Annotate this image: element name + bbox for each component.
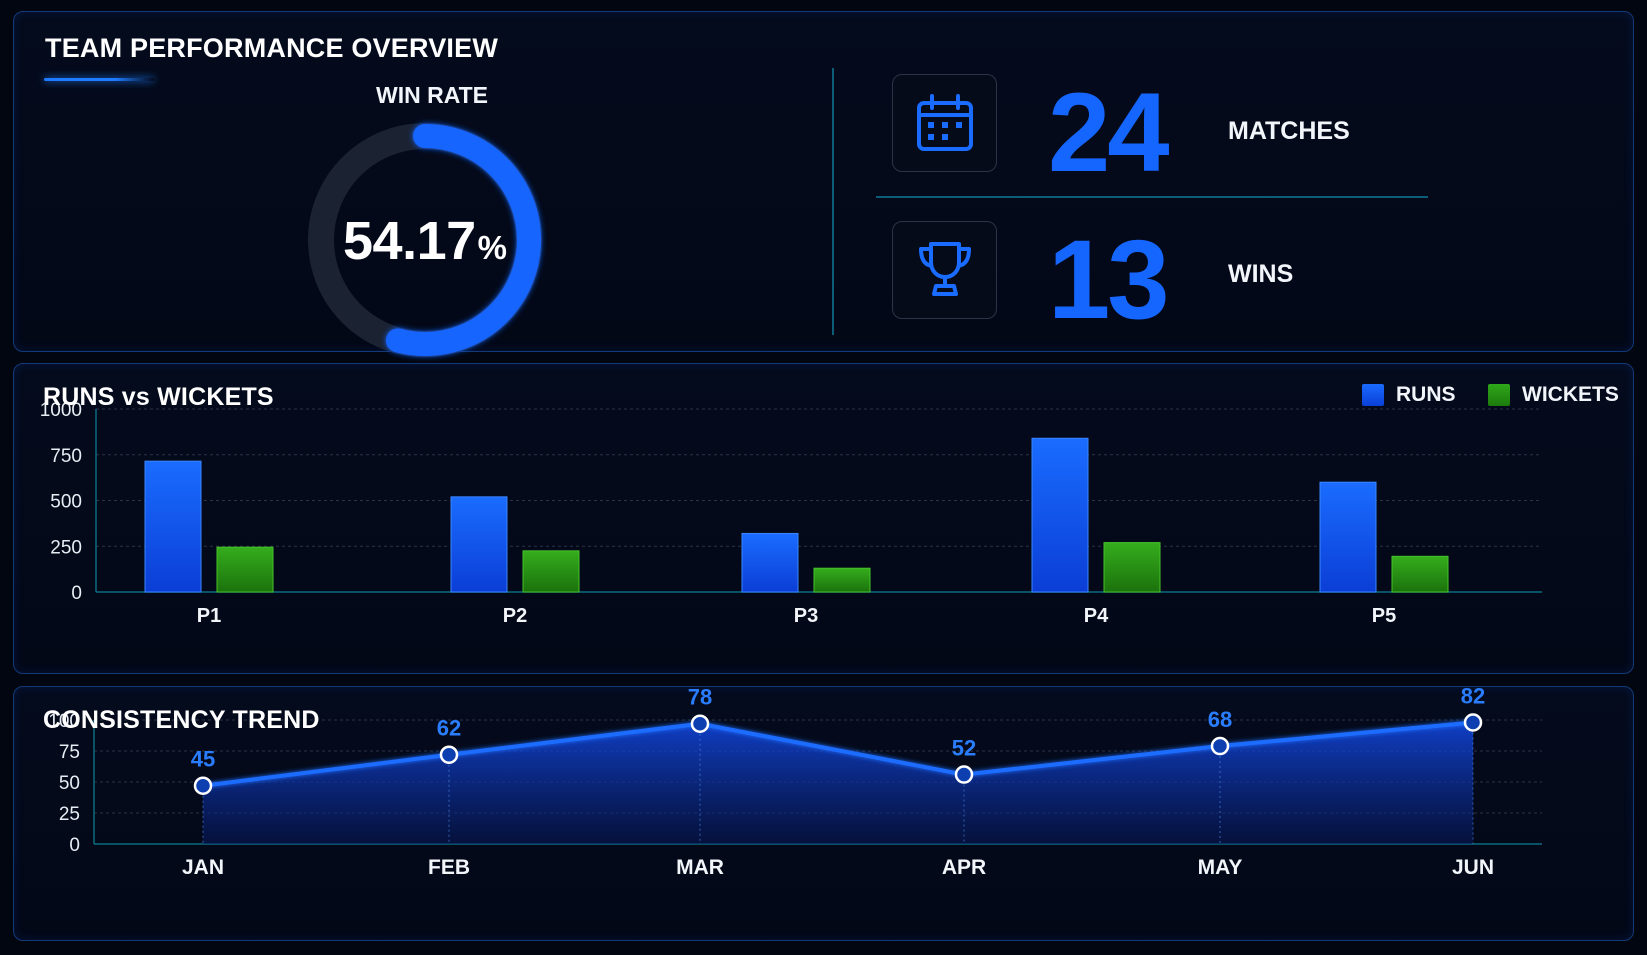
gauge-progress-arc [309,124,541,356]
bar-x-tick-label: P1 [197,605,221,627]
horizontal-divider [876,196,1428,198]
bar-x-tick-label: P3 [794,605,818,627]
consistency-trend-chart: 0 25 50 75 100 45 JAN 62 FEB 78 MAR 52 APR 68 MAY 82 JUN [48,687,1542,879]
title-underline [44,78,154,81]
trend-data-label: 82 [1461,687,1485,708]
legend-runs: RUNS [1362,383,1456,407]
trend-point-jun [1463,713,1483,732]
wins-label: WINS [1228,260,1294,288]
bar-wickets-p4 [1103,542,1161,593]
matches-icon-box [892,74,997,172]
bar-x-tick-label: P4 [1084,605,1109,627]
trend-x-tick-label: FEB [428,856,470,879]
trend-data-label: 78 [688,687,712,710]
trend-data-label: 68 [1208,707,1232,732]
vertical-divider [832,68,834,335]
wins-value: 13 [1048,217,1170,342]
bar-x-tick-label: P2 [503,605,527,627]
trend-point-may [1210,736,1230,756]
trend-y-tick-label: 0 [69,835,80,856]
win-rate-label: WIN RATE [375,82,488,108]
bar-wickets-p1 [216,546,274,593]
overview-panel: TEAM PERFORMANCE OVERVIEW WIN RATE 54.17… [13,11,1634,357]
trend-y-tick-label: 100 [48,711,80,732]
bar-y-tick-label: 750 [50,446,82,467]
trophy-icon [918,242,971,296]
bar-runs-p5 [1319,481,1377,593]
trend-point-jan [193,776,213,795]
legend-wickets: WICKETS [1488,383,1619,407]
runs-wickets-chart: 0 250 500 750 1000 P1 P2 P3 P4 P5 [40,400,1542,627]
wins-icon-box [892,221,997,319]
bar-runs-p2 [450,496,508,593]
legend-runs-label: RUNS [1396,383,1456,406]
bar-runs-p1 [144,460,202,593]
trend-line [202,720,1474,788]
trend-data-label: 52 [952,736,976,761]
trend-point-feb [439,745,459,764]
trend-point-mar [690,714,710,733]
consistency-panel: 0 25 50 75 100 45 JAN 62 FEB 78 MAR 52 APR 68 MAY 82 JUN… [13,686,1634,941]
bar-wickets-p2 [522,550,580,593]
bar-y-tick-label: 0 [71,583,82,604]
legend-runs-swatch [1362,384,1384,406]
matches-value: 24 [1048,70,1170,195]
trend-y-tick-label: 50 [59,773,80,794]
bar-wickets-p3 [813,567,871,593]
bar-y-tick-label: 1000 [40,400,82,421]
trend-data-label: 45 [191,747,215,772]
runs-wickets-panel: 0 250 500 750 1000 P1 P2 P3 P4 P5 RUNS vs WICKETS… [13,363,1634,674]
bar-wickets-p5 [1391,555,1449,593]
calendar-icon [916,94,973,151]
trend-y-tick-label: 75 [59,742,80,763]
bar-runs-p4 [1031,437,1089,593]
win-rate-gauge [308,123,542,357]
bar-y-tick-label: 250 [50,537,82,558]
trend-x-tick-label: APR [942,856,986,879]
trend-x-tick-label: JUN [1452,856,1494,879]
trend-y-tick-label: 25 [59,804,80,825]
matches-label: MATCHES [1228,117,1350,145]
trend-data-label: 62 [437,716,461,741]
bar-x-tick-label: P5 [1372,605,1396,627]
bar-y-tick-label: 500 [50,492,82,513]
win-rate-unit: % [477,229,507,266]
win-rate-number: 54.17 [343,211,476,271]
win-rate-value: 54.17% [302,210,548,272]
bar-runs-p3 [741,532,799,593]
legend-wickets-swatch [1488,384,1510,406]
overview-title: TEAM PERFORMANCE OVERVIEW [45,33,499,63]
trend-point-apr [954,765,974,784]
trend-area-fill [203,722,1473,844]
trend-x-tick-label: MAY [1198,856,1243,879]
legend-wickets-label: WICKETS [1522,383,1619,406]
consistency-title: CONSISTENCY TREND [43,706,320,734]
runs-wickets-title: RUNS vs WICKETS [43,383,274,411]
trend-x-tick-label: JAN [182,856,224,879]
trend-x-tick-label: MAR [676,856,724,879]
